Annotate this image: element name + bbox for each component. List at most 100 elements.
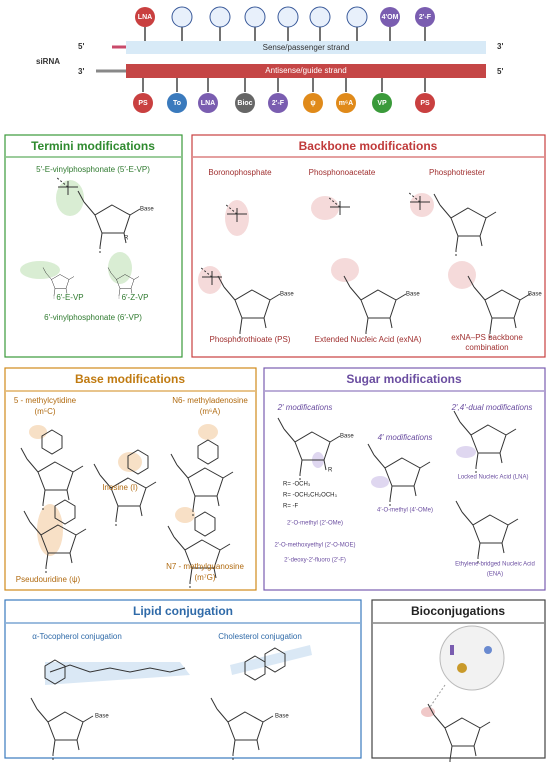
icon	[484, 646, 492, 654]
label: 2′-O-methyl (2′-OMe)	[287, 521, 343, 527]
label: 2′-deoxy-2′-fluoro (2′-F)	[284, 558, 346, 564]
end-label: 5'	[78, 42, 84, 51]
backbone-box	[191, 134, 546, 358]
label: 6′-Z-VP	[122, 293, 149, 302]
atom: Base	[528, 292, 542, 298]
structure	[433, 193, 497, 259]
atom: Base	[95, 714, 109, 720]
mod-label: LNA	[138, 14, 152, 21]
end-label: 5'	[497, 67, 503, 76]
legend: R= -F	[283, 504, 299, 510]
mod-circle	[198, 93, 218, 113]
empty-sites	[171, 6, 368, 28]
highlight	[20, 261, 60, 279]
label: (ENA)	[487, 572, 503, 578]
highlight	[45, 662, 190, 685]
label: Boronophosphate	[208, 168, 272, 177]
structure	[467, 275, 531, 341]
label: Phosphonoacetate	[309, 168, 376, 177]
structure	[77, 190, 141, 256]
label: 2′ modifications	[277, 403, 333, 412]
pointer	[427, 684, 446, 711]
atom: Base	[140, 207, 154, 213]
structure	[455, 500, 519, 566]
atom: Base	[280, 292, 294, 298]
backbone-title: Backbone modifications	[299, 139, 438, 153]
mod-label: LNA	[201, 100, 215, 107]
icon	[457, 663, 467, 673]
mod-circle	[303, 93, 323, 113]
sense-strand	[126, 41, 486, 54]
mod-circle	[133, 93, 153, 113]
label: Ethylene-bridged Nucleic Acid	[455, 562, 535, 568]
linkers	[142, 27, 426, 92]
structure	[194, 511, 216, 537]
label: N6- methyladenosine	[172, 396, 248, 405]
atom: Base	[340, 434, 354, 440]
structure	[453, 410, 517, 476]
structure	[30, 697, 94, 763]
chain	[49, 664, 186, 673]
mod-label: ψ	[310, 100, 315, 107]
structure	[343, 275, 407, 341]
label: (m⁶A)	[200, 407, 221, 416]
mod-label: 2'-F	[272, 100, 285, 107]
mod-circle	[415, 7, 435, 27]
atom: R	[328, 468, 333, 474]
mod-label: PS	[138, 100, 148, 107]
label: N7 - methylguanosine	[166, 562, 244, 571]
mod-label: m⁶A	[339, 100, 354, 107]
atom: R	[124, 236, 129, 242]
mod-label: 2'-F	[419, 14, 432, 21]
atom: Base	[275, 714, 289, 720]
mod-label: To	[173, 100, 181, 107]
label: Extended Nucleic Acid (exNA)	[315, 335, 422, 344]
highlight	[108, 252, 132, 284]
mod-circle	[235, 93, 255, 113]
label: 2′-O-methoxyethyl (2′-O-MOE)	[275, 543, 356, 549]
label: (m⁵C)	[34, 407, 55, 416]
strand-label: Antisense/guide strand	[265, 66, 346, 75]
mod-label: VP	[377, 100, 387, 107]
label: Phosphotriester	[429, 168, 485, 177]
mod-label: PS	[420, 100, 430, 107]
bio-title: Bioconjugations	[411, 604, 505, 618]
sirna-label: siRNA	[36, 57, 60, 66]
label: 6′-vinylphosphonate (6′-VP)	[44, 313, 142, 322]
label: α-Tocopherol conjugation	[32, 632, 122, 641]
label: Inosine (I)	[102, 483, 138, 492]
label: 2′,4′-dual modifications	[451, 403, 533, 412]
termini-box	[4, 134, 183, 358]
structure	[93, 463, 157, 529]
label: 6′-E-VP	[56, 293, 83, 302]
label: 4′ modifications	[378, 433, 433, 442]
end-label: 3'	[78, 67, 84, 76]
structure	[210, 697, 274, 763]
mod-label: Bioc	[237, 100, 252, 107]
label: Locked Nucleic Acid (LNA)	[457, 475, 528, 481]
structure	[20, 447, 84, 513]
label: combination	[465, 343, 508, 352]
highlight	[56, 180, 84, 216]
end-label: 3'	[497, 42, 503, 51]
antisense-strand	[126, 64, 486, 78]
lipid-box	[4, 599, 362, 759]
icon	[450, 645, 454, 655]
label: Phosphorothioate (PS)	[210, 335, 291, 344]
label: 4′-O-methyl (4′-OMe)	[377, 508, 433, 514]
atom: Base	[406, 292, 420, 298]
lipid-title: Lipid conjugation	[133, 604, 233, 618]
mod-label: 4'OM	[382, 14, 399, 21]
mod-circle	[268, 93, 288, 113]
structure	[367, 443, 431, 509]
label: exNA–PS backbone	[451, 333, 523, 342]
base-title: Base modifications	[75, 372, 185, 386]
bio-box	[371, 599, 546, 759]
label: 5 - methylcytidine	[14, 396, 77, 405]
highlight	[230, 645, 312, 675]
legend: R= -OCH₂CH₂OCH₃	[283, 493, 337, 499]
mod-circle	[415, 93, 435, 113]
mod-circle	[336, 93, 356, 113]
strand-label: Sense/passenger strand	[263, 43, 350, 52]
